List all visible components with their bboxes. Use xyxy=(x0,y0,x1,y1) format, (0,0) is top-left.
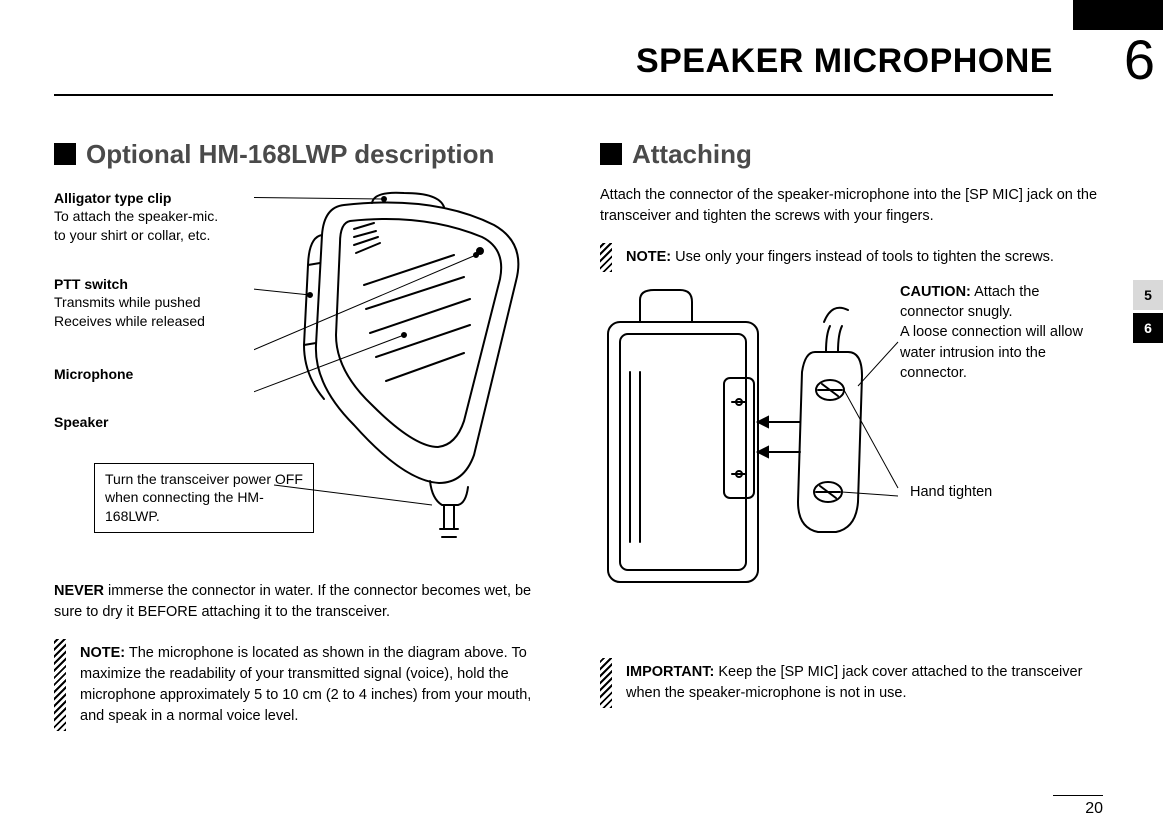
section-heading-right: Attaching xyxy=(600,140,1100,169)
header-rule xyxy=(54,94,1053,96)
section-title-left: Optional HM-168LWP description xyxy=(86,140,494,169)
right-column: Attaching Attach the connector of the sp… xyxy=(600,140,1100,708)
attaching-intro: Attach the connector of the speaker-micr… xyxy=(600,185,1100,227)
attach-illustration xyxy=(600,282,900,612)
speaker-mic-illustration xyxy=(254,185,554,545)
caution-label: CAUTION: Attach the connector snugly. A … xyxy=(900,282,1095,383)
chapter-number: 6 xyxy=(1124,32,1155,88)
section-bullet xyxy=(600,143,622,165)
section-title-right: Attaching xyxy=(632,140,752,169)
note-left: NOTE: The microphone is located as shown… xyxy=(54,639,554,731)
page-number-rule xyxy=(1053,795,1103,796)
label-clip: Alligator type clip To attach the speake… xyxy=(54,189,218,246)
mic-diagram: Alligator type clip To attach the speake… xyxy=(54,185,554,565)
side-tabs: 5 6 xyxy=(1133,280,1163,346)
label-speaker: Speaker xyxy=(54,413,108,432)
left-column: Optional HM-168LWP description Alligator… xyxy=(54,140,554,731)
note-right: NOTE: Use only your fingers instead of t… xyxy=(600,243,1100,272)
never-paragraph: NEVER immerse the connector in water. If… xyxy=(54,581,554,623)
label-microphone: Microphone xyxy=(54,365,133,384)
side-tab-5: 5 xyxy=(1133,280,1163,310)
page-number: 20 xyxy=(1085,800,1103,818)
chapter-title: SPEAKER MICROPHONE xyxy=(636,42,1053,81)
important-note: IMPORTANT: Keep the [SP MIC] jack cover … xyxy=(600,658,1100,708)
attaching-diagram: CAUTION: Attach the connector snugly. A … xyxy=(600,282,1100,642)
side-tab-6: 6 xyxy=(1133,313,1163,343)
section-heading-left: Optional HM-168LWP description xyxy=(54,140,554,169)
chapter-tab xyxy=(1073,0,1163,30)
hand-tighten-label: Hand tighten xyxy=(910,482,992,502)
section-bullet xyxy=(54,143,76,165)
label-ptt: PTT switch Transmits while pushed Receiv… xyxy=(54,275,205,332)
